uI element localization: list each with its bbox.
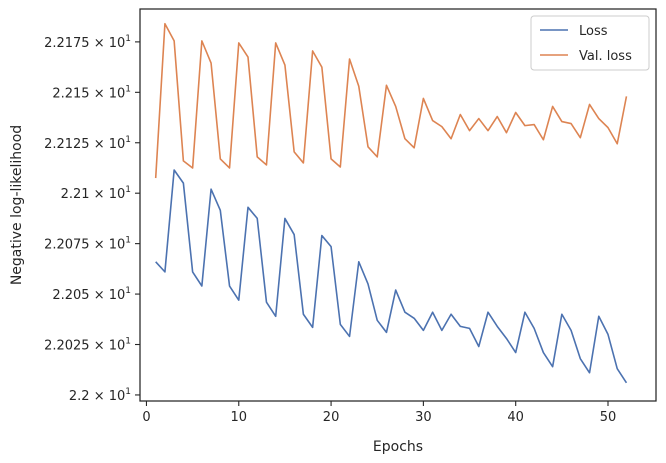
y-axis-ticks: 2.2 × 101 2.2025 × 101 2.205 × 101 2.2075 ×… — [44, 34, 140, 404]
plot-frame — [139, 8, 657, 402]
y-tick-label: 2.205 × 101 — [52, 286, 131, 303]
y-tick-label: 2.2 × 101 — [69, 387, 131, 404]
x-axis-ticks: 0 10 20 30 40 50 — [142, 401, 616, 425]
x-tick-label: 30 — [415, 410, 432, 425]
x-tick-label: 50 — [600, 410, 617, 425]
y-tick-label: 2.2025 × 101 — [44, 337, 131, 354]
plot-area — [140, 9, 656, 401]
y-tick-label: 2.2075 × 101 — [44, 236, 131, 253]
legend-label-val-loss: Val. loss — [579, 49, 632, 64]
legend: Loss Val. loss — [530, 15, 650, 71]
x-tick-label: 0 — [142, 410, 150, 425]
y-tick-label: 2.2175 × 101 — [44, 34, 131, 51]
legend-label-loss: Loss — [579, 24, 608, 39]
y-tick-label: 2.215 × 101 — [52, 84, 131, 101]
x-tick-label: 40 — [507, 410, 524, 425]
y-tick-label: 2.21 × 101 — [61, 185, 131, 202]
series-line-loss — [155, 169, 628, 384]
series-lines — [154, 22, 628, 384]
x-axis-title: Epochs — [373, 439, 423, 455]
y-tick-label: 2.2125 × 101 — [44, 135, 131, 152]
series-line-val-loss — [154, 22, 628, 179]
x-tick-label: 20 — [323, 410, 340, 425]
x-tick-label: 10 — [230, 410, 247, 425]
y-axis-title: Negative log-likelihood — [9, 125, 25, 285]
